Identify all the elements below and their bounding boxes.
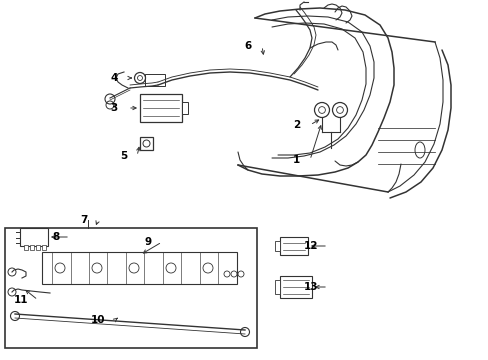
Text: 12: 12 (303, 241, 317, 251)
Text: 1: 1 (292, 155, 299, 165)
Text: 4: 4 (110, 73, 118, 83)
Bar (5, 228, 257, 348)
Text: 5: 5 (120, 151, 127, 161)
Bar (274, 241, 280, 251)
Bar (280, 237, 307, 255)
Text: 3: 3 (110, 103, 118, 113)
Bar (42, 245, 46, 250)
Bar (182, 102, 187, 114)
Bar (30, 245, 34, 250)
Bar (20, 228, 48, 246)
Text: 6: 6 (244, 41, 251, 51)
Bar (42, 252, 237, 284)
Text: 9: 9 (144, 237, 152, 247)
Bar (24, 245, 28, 250)
Bar (140, 94, 182, 122)
Text: 8: 8 (53, 232, 60, 242)
Text: 7: 7 (81, 215, 88, 225)
Text: 13: 13 (303, 282, 317, 292)
Bar (280, 276, 311, 298)
Text: 11: 11 (14, 295, 28, 305)
Bar (140, 137, 153, 150)
Text: 2: 2 (292, 120, 299, 130)
Text: 10: 10 (90, 315, 105, 325)
Ellipse shape (414, 142, 424, 158)
Bar (36, 245, 40, 250)
Bar (145, 74, 164, 86)
Bar (274, 280, 280, 294)
